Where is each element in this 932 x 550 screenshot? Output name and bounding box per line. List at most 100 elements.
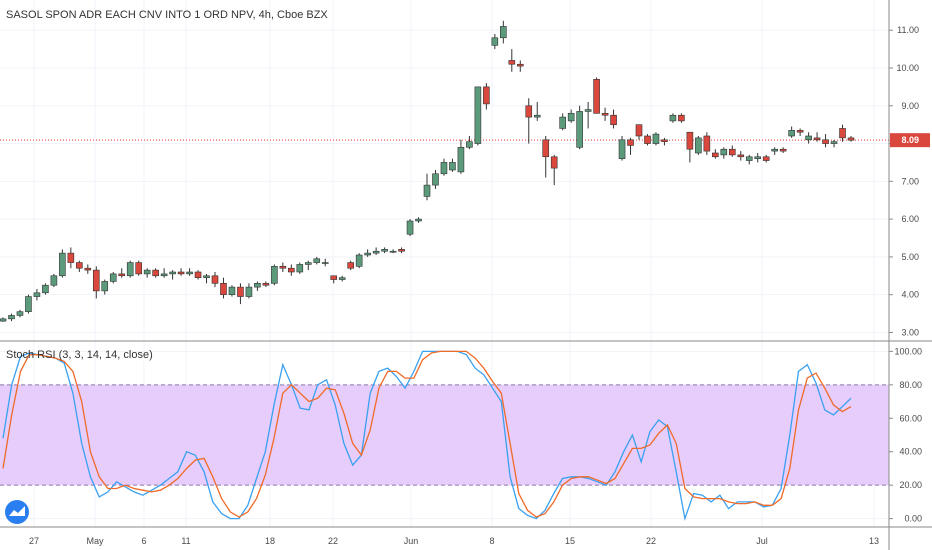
candle[interactable] (245, 283, 253, 299)
candle[interactable] (533, 102, 541, 121)
candle[interactable] (42, 283, 49, 295)
candle[interactable] (661, 137, 668, 146)
candle[interactable] (109, 272, 117, 284)
candle[interactable] (372, 247, 380, 255)
candle[interactable] (92, 266, 100, 299)
candle[interactable] (143, 268, 151, 278)
candle[interactable] (423, 173, 431, 201)
candle[interactable] (847, 136, 855, 142)
candle[interactable] (440, 158, 448, 176)
candle[interactable] (25, 294, 32, 314)
candle[interactable] (542, 136, 550, 178)
candle[interactable] (355, 253, 363, 269)
candle[interactable] (644, 134, 651, 146)
candle[interactable] (457, 139, 465, 174)
candle[interactable] (788, 126, 795, 138)
candle[interactable] (483, 83, 490, 110)
candle[interactable] (712, 149, 719, 159)
candle[interactable] (347, 260, 354, 271)
candle[interactable] (822, 134, 829, 148)
candle[interactable] (678, 113, 685, 123)
candle[interactable] (67, 247, 75, 269)
candle[interactable] (211, 272, 219, 288)
candle[interactable] (398, 247, 405, 254)
candle[interactable] (610, 109, 617, 129)
candle[interactable] (839, 124, 846, 142)
candle[interactable] (762, 154, 770, 163)
candle[interactable] (796, 128, 804, 136)
candle[interactable] (720, 147, 728, 159)
candle[interactable] (601, 107, 609, 121)
candle[interactable] (160, 268, 168, 278)
candle[interactable] (389, 249, 397, 254)
candle[interactable] (550, 154, 558, 186)
candle[interactable] (728, 145, 736, 157)
candle[interactable] (288, 264, 295, 276)
candle[interactable] (59, 249, 66, 278)
candle[interactable] (779, 147, 787, 153)
candle[interactable] (126, 260, 134, 278)
candle[interactable] (805, 132, 812, 144)
candle[interactable] (635, 124, 643, 140)
tradingview-logo-icon[interactable] (5, 500, 29, 524)
candle[interactable] (0, 317, 7, 322)
candle[interactable] (491, 34, 499, 50)
candle[interactable] (406, 219, 414, 237)
candle[interactable] (381, 247, 388, 254)
candle[interactable] (338, 275, 346, 282)
candle[interactable] (220, 277, 227, 299)
candle[interactable] (754, 153, 762, 163)
candle[interactable] (177, 268, 185, 276)
candle[interactable] (618, 136, 626, 161)
time-axis[interactable]: 27 May 6 11 18 22 Jun 8 15 22 Jul 13 (29, 536, 879, 546)
candle[interactable] (169, 270, 176, 280)
candle[interactable] (33, 289, 41, 301)
candle[interactable] (830, 139, 838, 148)
candle[interactable] (186, 268, 193, 276)
candle[interactable] (135, 260, 142, 276)
candle[interactable] (516, 60, 524, 72)
candle[interactable] (576, 105, 583, 150)
candle[interactable] (627, 137, 634, 155)
candle[interactable] (737, 151, 745, 161)
candle[interactable] (152, 268, 159, 278)
candle[interactable] (228, 285, 236, 297)
candle[interactable] (271, 264, 278, 286)
candle[interactable] (695, 136, 702, 155)
candle[interactable] (466, 136, 473, 150)
candle[interactable] (525, 98, 533, 144)
candle[interactable] (474, 86, 482, 146)
candle[interactable] (304, 260, 312, 271)
candle[interactable] (745, 154, 753, 165)
candle[interactable] (101, 279, 109, 295)
candle[interactable] (118, 268, 126, 278)
candle[interactable] (50, 273, 58, 288)
candle[interactable] (364, 249, 371, 257)
candle[interactable] (8, 313, 15, 322)
candle[interactable] (415, 217, 422, 223)
candle[interactable] (237, 283, 244, 305)
candle[interactable] (813, 132, 821, 142)
candle[interactable] (84, 264, 92, 274)
candle[interactable] (76, 260, 83, 272)
candle[interactable] (313, 256, 321, 265)
candle[interactable] (449, 158, 456, 172)
candle[interactable] (559, 113, 566, 131)
candle[interactable] (296, 262, 304, 274)
candle[interactable] (500, 20, 507, 44)
candle[interactable] (16, 309, 24, 318)
candle[interactable] (593, 77, 600, 114)
candle[interactable] (652, 132, 660, 146)
candle[interactable] (771, 147, 778, 155)
candle[interactable] (686, 131, 694, 163)
candle[interactable] (262, 281, 270, 288)
candle[interactable] (669, 113, 677, 123)
candle[interactable] (330, 275, 338, 284)
stoch-axis[interactable]: 0.00 20.00 40.00 60.00 80.00 100.00 (889, 346, 922, 524)
candle[interactable] (203, 273, 210, 284)
candle[interactable] (321, 258, 329, 267)
candle[interactable] (584, 102, 592, 129)
candle[interactable] (254, 281, 261, 291)
candle[interactable] (432, 170, 439, 189)
candle[interactable] (567, 109, 575, 123)
